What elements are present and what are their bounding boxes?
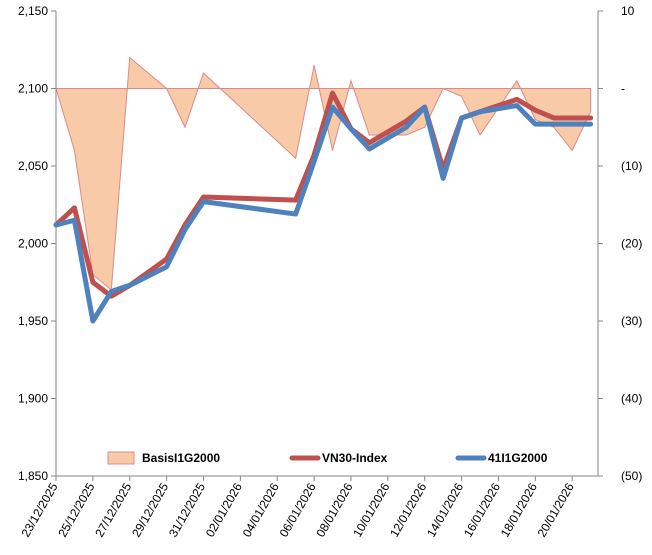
basis-point bbox=[442, 88, 444, 89]
lines-layer bbox=[53, 90, 594, 324]
41i1g2000-point bbox=[91, 320, 94, 322]
41i1g2000-point bbox=[552, 123, 555, 126]
y-tick-label: 1,950 bbox=[18, 314, 48, 328]
basis-point bbox=[534, 119, 536, 120]
41i1g2000-point bbox=[571, 123, 574, 126]
y-tick-label: 2,000 bbox=[18, 237, 48, 251]
legend: BasisI1G2000 VN30-Index 41I1G2000 bbox=[107, 451, 548, 465]
basis-point bbox=[590, 111, 592, 113]
41i1g2000-point bbox=[515, 104, 518, 107]
y-right-tick-label: (10) bbox=[621, 159, 642, 173]
y-tick-label: 2,150 bbox=[18, 4, 48, 18]
y-tick-label: 2,050 bbox=[18, 159, 48, 173]
41i1g2000-point bbox=[294, 213, 297, 216]
y-right-tick-label: (30) bbox=[621, 314, 642, 328]
vn30-index-point bbox=[91, 281, 94, 284]
y-right-tick-label: - bbox=[621, 82, 625, 96]
basis-point bbox=[405, 134, 407, 136]
basis-point bbox=[424, 126, 426, 128]
legend-label: 41I1G2000 bbox=[488, 451, 548, 465]
basis-point bbox=[350, 80, 352, 82]
x-tick-label: 31/12/2025 bbox=[166, 480, 208, 539]
vn30-index-point bbox=[571, 116, 574, 119]
legend-swatch-basis bbox=[107, 451, 135, 465]
basis-area bbox=[55, 56, 592, 292]
41i1g2000-point bbox=[128, 284, 131, 287]
basis-point bbox=[479, 134, 481, 136]
vn30-index-point bbox=[515, 98, 518, 101]
y-tick-label: 1,900 bbox=[18, 392, 48, 406]
basis-point bbox=[295, 157, 297, 159]
41i1g2000-point bbox=[405, 126, 408, 129]
area-layer bbox=[55, 56, 592, 292]
basis-point bbox=[313, 64, 315, 66]
41i1g2000-point bbox=[110, 290, 113, 293]
vn30-index-point bbox=[331, 92, 334, 95]
vn30-index-line bbox=[53, 90, 594, 299]
basis-point bbox=[129, 57, 131, 58]
basis-point bbox=[332, 150, 334, 151]
x-tick-label: 04/01/2026 bbox=[240, 480, 282, 539]
41i1g2000-point bbox=[313, 160, 316, 163]
x-tick-label: 02/01/2026 bbox=[203, 480, 245, 539]
x-tick-label: 16/01/2026 bbox=[461, 480, 503, 539]
axes-layer bbox=[51, 10, 603, 481]
legend-label: BasisI1G2000 bbox=[142, 451, 220, 465]
41i1g2000-point bbox=[202, 200, 205, 203]
basis-point bbox=[73, 150, 75, 151]
x-tick-label: 18/01/2026 bbox=[498, 480, 540, 539]
41i1g2000-point bbox=[55, 223, 57, 226]
vn30-index-point bbox=[405, 120, 408, 123]
41i1g2000-point bbox=[331, 106, 334, 109]
41i1g2000-point bbox=[368, 147, 371, 150]
x-tick-label: 27/12/2025 bbox=[92, 480, 134, 539]
41i1g2000-line bbox=[53, 103, 594, 324]
x-tick-label: 20/01/2026 bbox=[535, 480, 577, 539]
vn30-index-point bbox=[202, 196, 205, 198]
y-tick-label: 2,100 bbox=[18, 82, 48, 96]
vn30-index-point bbox=[368, 141, 371, 144]
y-right-tick-label: (20) bbox=[621, 237, 642, 251]
y-right-tick-label: (40) bbox=[621, 392, 642, 406]
vn30-index-point bbox=[73, 206, 76, 209]
vn30-index-point bbox=[552, 116, 555, 119]
basis-point bbox=[368, 134, 370, 136]
x-tick-label: 06/01/2026 bbox=[277, 480, 319, 539]
41i1g2000-point bbox=[534, 123, 537, 126]
x-tick-label: 23/12/2025 bbox=[18, 480, 60, 539]
x-tick-label: 25/12/2025 bbox=[55, 480, 97, 539]
basis-point bbox=[202, 72, 204, 74]
x-tick-label: 12/01/2026 bbox=[387, 480, 429, 539]
41i1g2000-point bbox=[165, 265, 168, 268]
41i1g2000-point bbox=[349, 127, 352, 130]
x-tick-label: 10/01/2026 bbox=[350, 480, 392, 539]
basis-point bbox=[166, 88, 168, 89]
x-tick-label: 14/01/2026 bbox=[424, 480, 466, 539]
basis-point bbox=[553, 126, 555, 128]
41i1g2000-point bbox=[460, 116, 463, 119]
vn30-index-point bbox=[165, 258, 168, 260]
basis-point bbox=[571, 150, 573, 151]
y-tick-label: 1,850 bbox=[18, 469, 48, 483]
y-right-tick-label: (50) bbox=[621, 469, 642, 483]
41i1g2000-point bbox=[479, 110, 482, 113]
x-tick-label: 08/01/2026 bbox=[313, 480, 355, 539]
41i1g2000-point bbox=[589, 123, 592, 126]
41i1g2000-point bbox=[442, 177, 445, 180]
vn30-index-point bbox=[294, 199, 297, 202]
legend-label: VN30-Index bbox=[322, 451, 388, 465]
basis-point bbox=[516, 80, 518, 82]
41i1g2000-point bbox=[423, 106, 426, 109]
x-tick-label: 29/12/2025 bbox=[129, 480, 171, 539]
41i1g2000-point bbox=[73, 219, 76, 222]
41i1g2000-point bbox=[184, 228, 187, 231]
basis-point bbox=[184, 126, 186, 128]
basis-point bbox=[461, 95, 463, 97]
vn30-index-point bbox=[589, 116, 592, 119]
y-right-tick-label: 10 bbox=[621, 4, 635, 18]
vn30-index-point bbox=[534, 109, 537, 112]
